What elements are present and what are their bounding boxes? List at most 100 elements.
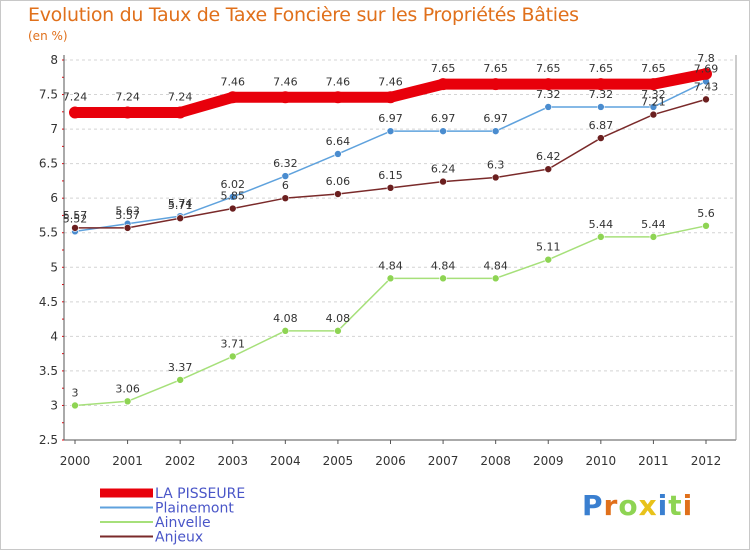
data-label: 7.32 [536, 88, 561, 101]
x-tick-label: 2007 [428, 454, 459, 468]
y-tick-label: 7 [50, 122, 58, 136]
x-tick-label: 2004 [270, 454, 301, 468]
logo-letter: o [618, 489, 639, 522]
data-point [71, 224, 79, 232]
data-label: 7.8 [697, 52, 715, 65]
data-label: 7.46 [273, 75, 298, 88]
data-label: 7.43 [694, 80, 719, 93]
data-point [281, 194, 290, 202]
data-point [439, 127, 447, 135]
x-tick-label: 2008 [480, 454, 511, 468]
data-label: 7.65 [431, 62, 456, 75]
data-point [334, 150, 342, 158]
series-ainvelle [71, 222, 710, 410]
data-point [544, 255, 553, 264]
data-label: 5.44 [641, 218, 666, 231]
data-point [69, 106, 81, 119]
x-tick-label: 2011 [638, 454, 669, 468]
data-label: 3.06 [115, 382, 140, 395]
data-point [702, 95, 710, 104]
y-tick-label: 7.5 [39, 88, 58, 102]
data-label: 6.97 [431, 112, 456, 125]
data-label: 5.57 [63, 209, 88, 222]
data-point [491, 274, 500, 283]
data-label: 6.97 [483, 112, 508, 125]
data-label: 6 [282, 179, 289, 192]
x-tick-label: 2006 [375, 454, 406, 468]
data-point [386, 274, 395, 283]
data-label: 7.46 [378, 75, 403, 88]
data-label: 5.6 [697, 207, 715, 220]
data-label: 5.85 [221, 190, 246, 203]
data-point [544, 165, 553, 173]
series-anjeux [71, 95, 710, 232]
data-point [279, 91, 292, 104]
data-label: 7.24 [168, 91, 193, 104]
logo-letter: P [582, 489, 604, 522]
data-label: 5.44 [589, 218, 614, 231]
data-point [649, 103, 658, 111]
chart-unit-label: (en %) [28, 29, 68, 43]
data-point [437, 78, 450, 91]
y-tick-label: 4 [50, 329, 58, 343]
data-point [439, 177, 447, 186]
data-label: 5.57 [115, 209, 140, 222]
data-point [226, 91, 239, 104]
data-point [281, 327, 290, 335]
series-layer [69, 67, 712, 410]
data-label: 7.46 [221, 75, 246, 88]
x-tick-label: 2002 [165, 454, 196, 468]
data-point [544, 103, 553, 111]
data-point [176, 376, 184, 384]
data-label: 6.87 [589, 119, 614, 132]
x-tick-label: 2009 [533, 454, 564, 468]
grid-layer [64, 59, 736, 441]
data-label: 3 [72, 386, 79, 399]
data-point [439, 274, 447, 283]
data-label: 7.65 [641, 62, 666, 75]
y-tick-label: 6 [50, 191, 58, 205]
y-tick-label: 5.5 [39, 226, 58, 240]
data-label: 7.32 [641, 88, 666, 101]
data-label: 5.52 [63, 212, 88, 225]
x-tick-label: 2001 [112, 454, 143, 468]
data-label: 5.63 [115, 205, 140, 218]
logo-letter: i [682, 489, 694, 522]
data-point [71, 401, 79, 410]
x-tick-label: 2003 [217, 454, 248, 468]
x-tick-label: 2005 [323, 454, 354, 468]
data-point [386, 127, 395, 135]
data-label: 7.65 [536, 62, 561, 75]
data-point [334, 190, 342, 198]
x-tick-label: 2012 [691, 454, 722, 468]
y-tick-label: 6.5 [39, 157, 58, 171]
data-point [176, 214, 184, 223]
data-label: 3.71 [221, 337, 246, 350]
data-point [121, 106, 134, 119]
x-tick-label: 2010 [586, 454, 617, 468]
data-point [228, 352, 237, 361]
data-label: 6.15 [378, 169, 403, 182]
data-label-layer: 7.24 7.24 7.24 7.46 7.46 7.46 7.46 7.65 7.65 7.65… [63, 52, 719, 400]
chart-title: Evolution du Taux de Taxe Foncière sur l… [28, 4, 579, 26]
data-label: 4.84 [483, 259, 508, 272]
series-line-ainvelle [74, 225, 707, 407]
data-point [542, 78, 555, 91]
data-label: 5.74 [168, 197, 193, 210]
data-label: 6.97 [378, 112, 403, 125]
data-label: 6.42 [536, 150, 561, 163]
data-label: 7.32 [589, 88, 614, 101]
data-label: 7.21 [641, 96, 666, 109]
proxiti-logo: Proxiti [582, 489, 693, 522]
series-la-pisseure [69, 67, 712, 119]
data-point [228, 193, 237, 201]
y-tick-label: 5 [50, 260, 58, 274]
data-label: 5.71 [168, 199, 193, 212]
data-point [649, 233, 658, 241]
data-point [491, 127, 500, 135]
data-label: 6.02 [221, 178, 246, 191]
data-point [649, 110, 658, 119]
data-point [647, 78, 660, 91]
data-point [384, 91, 397, 104]
